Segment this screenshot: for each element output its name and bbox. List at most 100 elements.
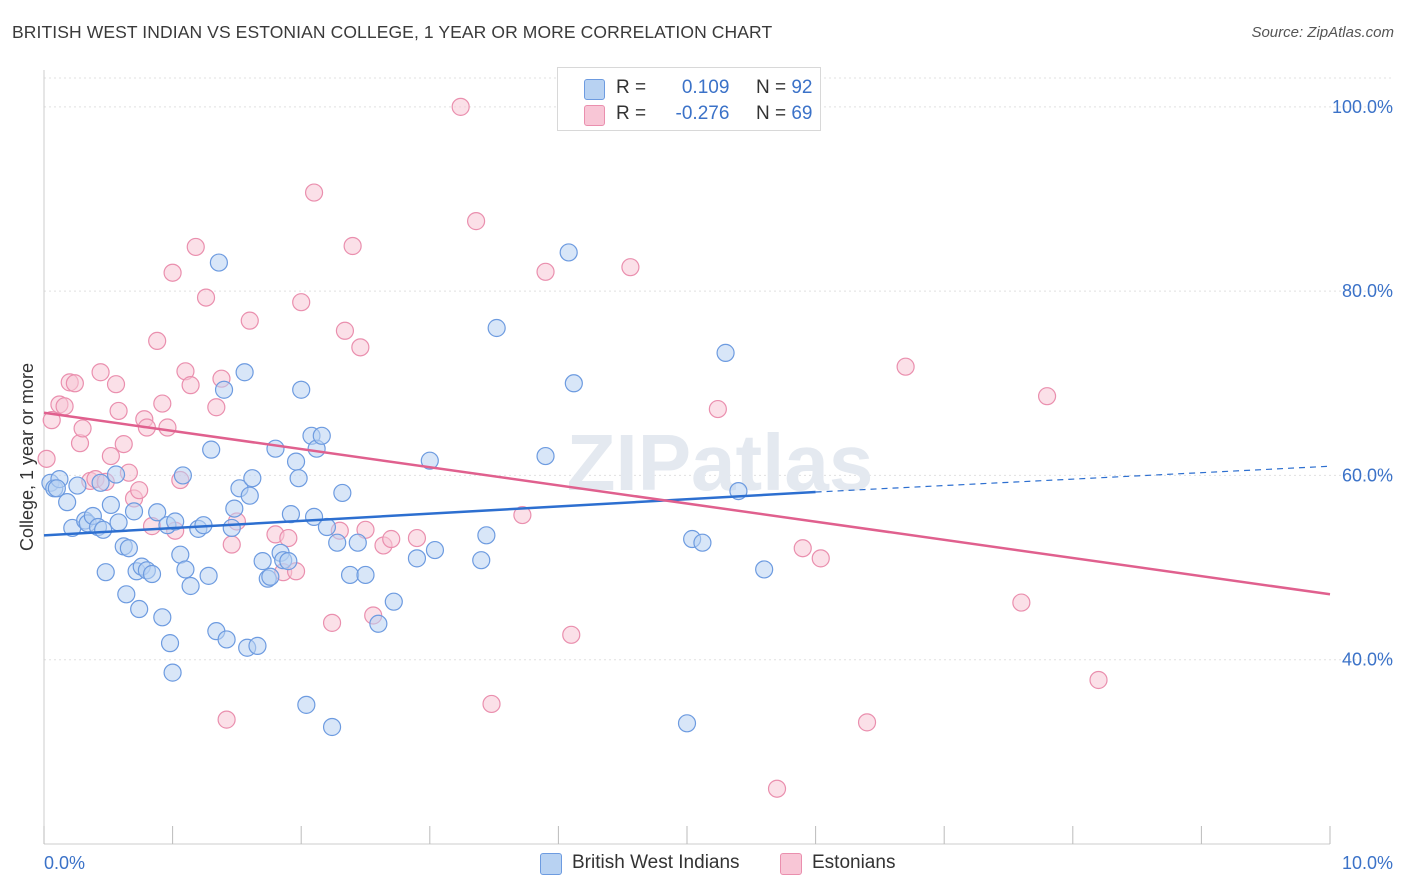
scatter-point (225, 499, 244, 518)
y-tick-labels: 40.0% 60.0% 80.0% 100.0% (1332, 97, 1393, 670)
pink-swatch-icon (584, 105, 605, 126)
scatter-point (106, 465, 126, 484)
scatter-point (466, 212, 486, 231)
scatter-point (217, 710, 236, 729)
scatter-point (328, 533, 347, 552)
scatter-point (163, 263, 182, 282)
watermark: ZIPatlas (567, 418, 874, 507)
scatter-point (382, 529, 401, 549)
scatter-point (153, 394, 172, 413)
scatter-point (369, 614, 388, 633)
scatter-point (279, 528, 298, 548)
scatter-point (158, 418, 177, 437)
legend-n-label: N = (755, 77, 787, 98)
scatter-point (384, 592, 403, 611)
scatter-point (94, 520, 113, 539)
scatter-point (173, 466, 192, 485)
scatter-point (166, 512, 185, 531)
scatter-point (425, 540, 445, 560)
correlation-legend: R = 0.109 N = 92 R = -0.276 N = 69 (557, 67, 821, 131)
scatter-point (117, 585, 136, 604)
scatter-point (37, 449, 56, 468)
scatter-point (124, 502, 144, 521)
scatter-point (222, 518, 241, 538)
legend-r-value: -0.276 (675, 103, 730, 124)
scatter-point (163, 663, 182, 682)
scatter-point (235, 363, 254, 382)
scatter-point (811, 549, 830, 568)
scatter-point (693, 533, 712, 552)
scatter-point (58, 493, 77, 512)
scatter-point (114, 435, 133, 454)
scatter-point (248, 636, 267, 655)
scatter-point (292, 380, 311, 399)
blue-trend-line (43, 490, 816, 537)
scatter-point (199, 566, 218, 585)
scatter-point (109, 513, 128, 532)
scatter-point (335, 321, 355, 340)
scatter-point (407, 549, 427, 568)
legend-r-label: R = (616, 103, 647, 124)
scatter-point (148, 503, 167, 522)
scatter-point (196, 288, 216, 307)
legend-r-label: R = (616, 77, 647, 98)
scatter-point (91, 473, 110, 492)
scatter-point (42, 411, 61, 430)
scatter-point (621, 258, 640, 277)
scatter-point (148, 331, 167, 350)
scatter-point (317, 517, 337, 537)
scatter-point (73, 419, 92, 438)
scatter-point (286, 452, 306, 471)
scatter-point (209, 253, 228, 272)
scatter-point (222, 535, 241, 554)
blue-swatch-icon (540, 853, 562, 875)
scatter-point (176, 560, 195, 579)
scatter-point (312, 426, 331, 445)
scatter-point (1089, 670, 1108, 690)
bottom-legend-label: British West Indians (572, 852, 740, 873)
legend-n-label: N = (755, 103, 787, 124)
bottom-legend-label: Estonians (812, 852, 896, 873)
y-tick-label: 60.0% (1342, 465, 1393, 485)
scatter-point (793, 539, 812, 558)
scatter-point (472, 551, 491, 570)
scatter-point (708, 399, 727, 419)
scatter-point (240, 311, 259, 330)
scatter-point (266, 439, 285, 458)
scatter-point (304, 183, 324, 202)
scatter-point (477, 526, 496, 545)
estonians-points (37, 97, 1108, 798)
scatter-point (348, 533, 367, 552)
scatter-point (1012, 593, 1031, 612)
blue-swatch-icon (584, 79, 605, 100)
scatter-point (716, 343, 735, 362)
scatter-point (243, 469, 262, 488)
scatter-point (142, 564, 162, 584)
scatter-point (351, 338, 370, 357)
scatter-point (343, 236, 362, 256)
chart-source: Source: ZipAtlas.com (1251, 24, 1394, 41)
y-tick-label: 80.0% (1342, 281, 1393, 301)
trend-lines (43, 411, 1331, 596)
pink-swatch-icon (780, 853, 802, 875)
scatter-point (340, 565, 360, 585)
scatter-point (279, 552, 298, 571)
scatter-point (181, 576, 200, 596)
scatter-point (160, 634, 180, 653)
scatter-point (101, 495, 120, 515)
x-tick-label-max: 10.0% (1342, 853, 1393, 873)
scatter-point (261, 567, 280, 586)
scatter-point (322, 717, 342, 737)
scatter-point (677, 714, 697, 733)
scatter-point (356, 565, 375, 585)
blue-trend-extension (815, 465, 1331, 493)
scatter-point (65, 374, 84, 393)
scatter-point (217, 630, 236, 649)
pink-trend-line (43, 411, 1331, 596)
scatter-point (106, 375, 126, 394)
scatter-point (153, 608, 172, 627)
scatter-point (55, 397, 74, 416)
scatter-point (214, 380, 234, 399)
legend-n-value: 69 (791, 103, 813, 124)
scatter-point (451, 97, 470, 116)
